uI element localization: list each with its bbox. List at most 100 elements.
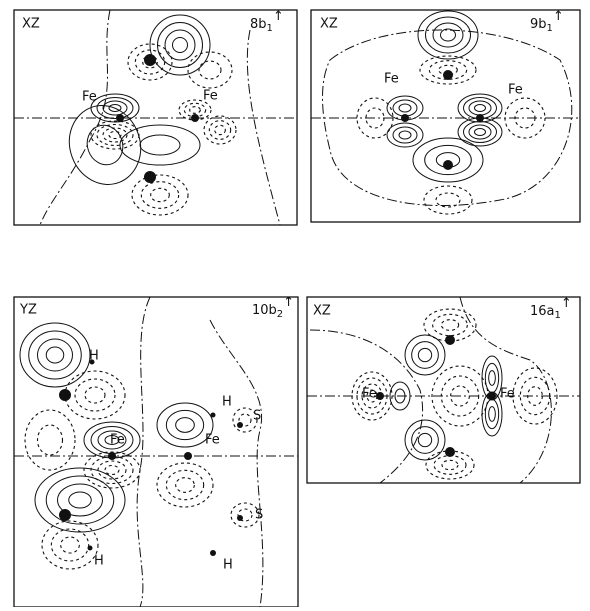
atom bbox=[210, 550, 216, 556]
contour bbox=[176, 478, 195, 493]
contour bbox=[424, 186, 472, 214]
contour bbox=[405, 420, 445, 460]
atom bbox=[401, 114, 409, 122]
orbital-label: 9b1↑ bbox=[530, 9, 564, 35]
atom bbox=[191, 114, 199, 122]
atom-label: H bbox=[94, 554, 104, 569]
contour bbox=[418, 348, 431, 361]
atom bbox=[144, 171, 156, 183]
contour bbox=[85, 387, 105, 403]
atom bbox=[445, 447, 455, 457]
contour bbox=[98, 461, 126, 479]
contour bbox=[475, 129, 486, 136]
contour bbox=[61, 537, 80, 553]
orbital-subscript: 1 bbox=[555, 310, 561, 321]
atom bbox=[237, 422, 243, 428]
contour bbox=[405, 335, 445, 375]
contour bbox=[82, 120, 129, 170]
panel-frame bbox=[14, 297, 298, 607]
contour bbox=[399, 131, 411, 139]
contour bbox=[51, 529, 88, 561]
contour bbox=[166, 470, 203, 499]
orbital-spin: ↑ bbox=[561, 296, 572, 311]
contour bbox=[97, 125, 133, 146]
atom-label: H bbox=[222, 395, 232, 410]
atom bbox=[108, 452, 116, 460]
atom bbox=[445, 335, 455, 345]
node-line bbox=[310, 330, 423, 483]
atom bbox=[443, 70, 453, 80]
atom bbox=[90, 360, 95, 365]
contour bbox=[418, 433, 431, 446]
orbital-label: 10b2↑ bbox=[252, 295, 294, 321]
contour bbox=[426, 17, 471, 53]
plane-label: XZ bbox=[313, 304, 331, 319]
atom-label: Fe bbox=[82, 90, 97, 105]
contour bbox=[215, 125, 226, 134]
node-line bbox=[210, 320, 263, 607]
contour bbox=[436, 193, 460, 207]
atom-label: Fe bbox=[508, 83, 523, 98]
contour bbox=[75, 379, 115, 411]
orbital-subscript: 1 bbox=[547, 23, 553, 34]
figure: XZ 8b1↑ Fe Fe XZ 9b1↑ Fe Fe YZ 10b2↑ H H… bbox=[0, 0, 590, 607]
atom bbox=[116, 114, 124, 122]
orbital-name: 9b bbox=[530, 17, 547, 32]
plane-label: XZ bbox=[22, 17, 40, 32]
contour bbox=[42, 521, 98, 569]
contour bbox=[469, 101, 491, 115]
orbital-name: 16a bbox=[530, 304, 555, 319]
contour bbox=[157, 403, 213, 447]
contour bbox=[65, 371, 125, 419]
orbital-name: 8b bbox=[250, 17, 267, 32]
contour bbox=[151, 188, 170, 201]
orbital-label: 16a1↑ bbox=[530, 296, 572, 322]
contour bbox=[176, 418, 195, 433]
atom-label: Fe bbox=[203, 89, 218, 104]
orbital-subscript: 1 bbox=[267, 23, 273, 34]
orbital-spin: ↑ bbox=[283, 295, 294, 310]
atom-label: Fe bbox=[384, 72, 399, 87]
node-line bbox=[137, 297, 150, 607]
contour bbox=[166, 410, 203, 439]
atom-label: Fe bbox=[110, 433, 125, 448]
contour bbox=[20, 323, 90, 387]
contour bbox=[434, 456, 466, 475]
orbital-label: 8b1↑ bbox=[250, 9, 284, 35]
orbital-name: 10b bbox=[252, 303, 277, 318]
contour bbox=[442, 460, 458, 469]
contour bbox=[399, 104, 411, 112]
contour bbox=[441, 320, 458, 331]
page: {"panels": [ {"plane": "XZ", "orbital": … bbox=[0, 0, 590, 607]
contour bbox=[157, 463, 213, 507]
orbital-spin: ↑ bbox=[553, 9, 564, 24]
contour bbox=[199, 61, 221, 79]
atom bbox=[237, 515, 243, 521]
node-line bbox=[247, 30, 280, 225]
contour bbox=[165, 30, 195, 60]
contour bbox=[469, 125, 491, 139]
contour bbox=[433, 314, 468, 335]
contour bbox=[158, 23, 203, 68]
panel-frame bbox=[311, 10, 580, 222]
contour bbox=[25, 410, 75, 470]
contour bbox=[412, 427, 439, 454]
atom-label: H bbox=[223, 558, 233, 573]
orbital-subscript: 2 bbox=[277, 309, 283, 320]
contour bbox=[188, 52, 232, 88]
orbital-spin: ↑ bbox=[273, 9, 284, 24]
contour bbox=[140, 135, 180, 155]
contour bbox=[29, 331, 82, 379]
contour bbox=[69, 492, 92, 508]
contour bbox=[489, 407, 496, 422]
contour bbox=[38, 425, 63, 455]
atom bbox=[443, 160, 453, 170]
panel-frame bbox=[307, 297, 580, 483]
atom bbox=[376, 392, 384, 400]
atom bbox=[59, 389, 71, 401]
contour bbox=[58, 95, 151, 194]
contour bbox=[412, 342, 439, 369]
contour bbox=[132, 175, 188, 215]
atom-label: Fe bbox=[205, 433, 220, 448]
contour bbox=[173, 38, 188, 53]
